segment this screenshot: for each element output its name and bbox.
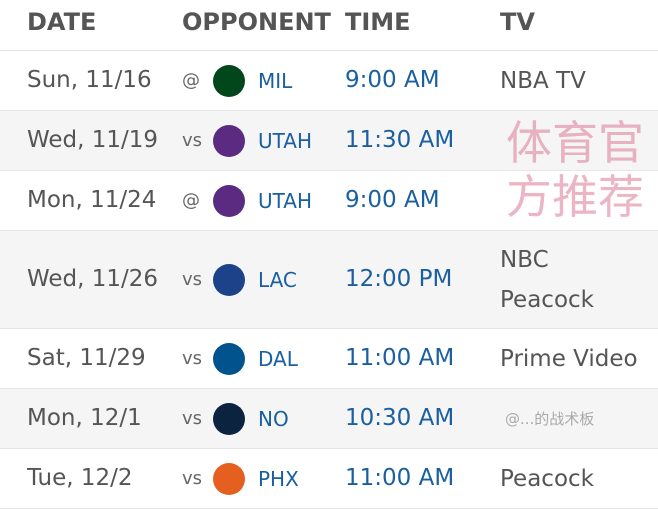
home-away: vs [182, 130, 203, 151]
opponent-link[interactable]: PHX [258, 467, 299, 491]
game-date: Sun, 11/16 [27, 67, 152, 93]
tv-network: Peacock [500, 466, 594, 492]
opponent-link[interactable]: MIL [258, 69, 293, 93]
jazz-logo-icon [213, 185, 245, 217]
game-time: 9:00 AM [345, 67, 440, 93]
game-time: 9:00 AM [345, 187, 440, 213]
header-tv: TV [500, 8, 535, 36]
game-date: Tue, 12/2 [27, 465, 133, 491]
home-away: vs [182, 269, 203, 290]
game-date: Mon, 12/1 [27, 405, 142, 431]
opponent-link[interactable]: UTAH [258, 129, 313, 153]
table-row[interactable]: Tue, 12/2 vs PHX 11:00 AM Peacock [0, 449, 658, 509]
table-row[interactable]: Mon, 11/24 @ UTAH 9:00 AM [0, 171, 658, 231]
tv-network: Prime Video [500, 346, 638, 372]
opponent-link[interactable]: UTAH [258, 189, 313, 213]
game-date: Wed, 11/26 [27, 266, 159, 292]
game-date: Wed, 11/19 [27, 127, 159, 153]
jazz-logo-icon [213, 125, 245, 157]
game-time: 12:00 PM [345, 266, 453, 292]
table-row[interactable]: Sat, 11/29 vs DAL 11:00 AM Prime Video [0, 329, 658, 389]
table-header: DATE OPPONENT TIME TV [0, 0, 658, 51]
table-row[interactable]: Wed, 11/26 vs LAC 12:00 PM NBC Peacock [0, 231, 658, 329]
tv-network: Peacock [500, 287, 594, 313]
tv-network: NBC [500, 247, 549, 273]
header-date: DATE [27, 8, 97, 36]
home-away: vs [182, 348, 203, 369]
opponent-link[interactable]: LAC [258, 268, 297, 292]
table-row[interactable]: Wed, 11/19 vs UTAH 11:30 AM [0, 111, 658, 171]
game-time: 11:00 AM [345, 465, 455, 491]
mavericks-logo-icon [213, 343, 245, 375]
home-away: vs [182, 468, 203, 489]
table-row[interactable]: Mon, 12/1 vs NO 10:30 AM [0, 389, 658, 449]
opponent-link[interactable]: NO [258, 407, 289, 431]
game-time: 11:30 AM [345, 127, 455, 153]
table-row[interactable]: Sun, 11/16 @ MIL 9:00 AM NBA TV [0, 51, 658, 111]
header-time: TIME [345, 8, 411, 36]
game-time: 11:00 AM [345, 345, 455, 371]
header-opponent: OPPONENT [182, 8, 331, 36]
home-away: vs [182, 408, 203, 429]
watermark: 体育官方推荐 [506, 116, 644, 224]
clippers-logo-icon [213, 264, 245, 296]
tv-network: NBA TV [500, 68, 586, 94]
game-date: Sat, 11/29 [27, 345, 146, 371]
home-away: @ [182, 70, 200, 91]
game-date: Mon, 11/24 [27, 187, 157, 213]
suns-logo-icon [213, 463, 245, 495]
schedule-table: Sun, 11/16 @ MIL 9:00 AM NBA TV Wed, 11/19… [0, 51, 658, 509]
opponent-link[interactable]: DAL [258, 347, 298, 371]
bucks-logo-icon [213, 65, 245, 97]
home-away: @ [182, 190, 200, 211]
watermark-weibo: @...的战术板 [505, 410, 595, 428]
game-time: 10:30 AM [345, 405, 455, 431]
pelicans-logo-icon [213, 403, 245, 435]
